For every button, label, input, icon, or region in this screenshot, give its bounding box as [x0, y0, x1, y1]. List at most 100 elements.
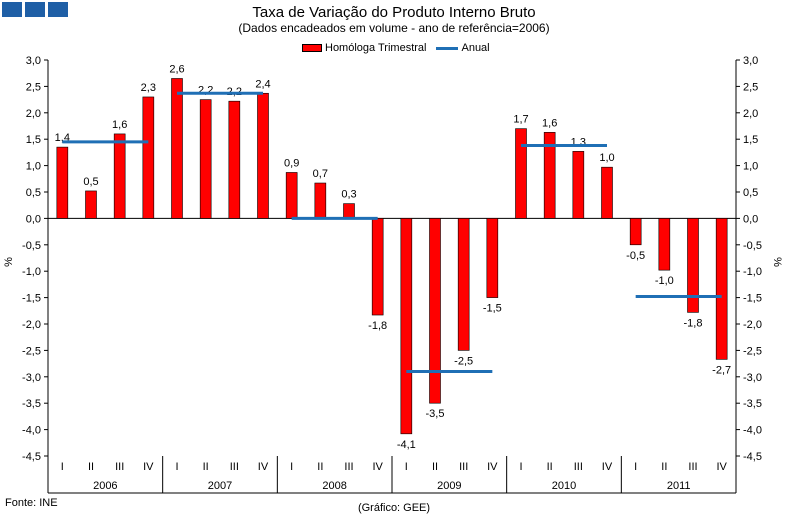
quarter-label: I: [519, 461, 522, 473]
quarter-label: II: [547, 461, 553, 473]
y-tick-label-right: -1,0: [743, 266, 762, 278]
y-tick-label-left: 0,5: [26, 187, 41, 199]
bar: [715, 218, 728, 360]
y-tick-label-left: -3,0: [22, 372, 41, 384]
data-label: 1,6: [112, 119, 127, 131]
bar: [314, 182, 327, 219]
quarter-label: II: [88, 461, 94, 473]
logo-square: [25, 2, 45, 17]
legend-bar-swatch: [302, 44, 322, 52]
quarter-label: III: [459, 461, 468, 473]
source-note: Fonte: INE: [5, 497, 58, 509]
bar: [257, 92, 269, 219]
chart-subtitle: (Dados encadeados em volume - ano de ref…: [238, 21, 550, 35]
y-tick-label-left: -4,0: [22, 425, 41, 437]
bar: [572, 151, 585, 219]
bar: [171, 78, 183, 219]
year-label: 2009: [437, 480, 461, 492]
y-tick-label-right: 1,5: [743, 134, 758, 146]
quarter-label: III: [344, 461, 353, 473]
quarter-label: IV: [602, 461, 613, 473]
bar: [85, 190, 97, 219]
credit-note: (Gráfico: GEE): [357, 502, 431, 514]
quarter-label: IV: [258, 461, 269, 473]
data-label: 2,6: [169, 63, 184, 75]
data-label: 0,7: [313, 168, 328, 180]
y-tick-label-left: 3,0: [26, 55, 41, 67]
bar: [429, 218, 441, 404]
y-tick-label-right: -0,5: [743, 240, 762, 252]
quarter-label: I: [175, 461, 178, 473]
year-label: 2010: [552, 480, 576, 492]
bar: [629, 218, 642, 246]
quarter-label: II: [661, 461, 667, 473]
bar: [400, 218, 413, 435]
y-tick-label-left: 2,0: [26, 108, 41, 120]
y-tick-label-right: 0,5: [743, 187, 758, 199]
quarter-label: II: [432, 461, 438, 473]
quarter-label: I: [634, 461, 637, 473]
data-label: 1,0: [599, 152, 614, 164]
y-tick-label-right: -3,0: [743, 372, 762, 384]
y-tick-label-left: -3,5: [22, 398, 41, 410]
data-label: -1,5: [483, 303, 502, 315]
quarter-label: III: [574, 461, 583, 473]
data-label: -2,7: [712, 364, 731, 376]
data-label: 2,3: [141, 82, 156, 94]
quarter-label: II: [317, 461, 323, 473]
y-tick-label-left: 1,5: [26, 134, 41, 146]
y-tick-label-right: -2,5: [743, 345, 762, 357]
y-axis-title-left: %: [3, 257, 15, 267]
data-label: 0,3: [341, 189, 356, 201]
quarter-label: I: [290, 461, 293, 473]
bar: [228, 100, 241, 219]
year-label: 2007: [208, 480, 232, 492]
logo-square: [2, 2, 22, 17]
quarter-label: III: [688, 461, 697, 473]
data-label: 0,9: [284, 157, 299, 169]
bar: [687, 218, 699, 313]
data-label: 1,6: [542, 117, 557, 129]
data-label: 2,4: [255, 78, 270, 90]
year-label: 2006: [93, 480, 117, 492]
y-tick-label-left: -2,0: [22, 319, 41, 331]
chart-title: Taxa de Variação do Produto Interno Brut…: [252, 4, 536, 21]
bar: [457, 218, 470, 351]
legend-label-bar: Homóloga Trimestral: [325, 42, 427, 54]
legend-line-swatch: [436, 46, 459, 50]
bar: [371, 218, 384, 316]
bar: [515, 128, 527, 219]
bar: [285, 172, 298, 219]
data-label: -3,5: [426, 408, 445, 420]
logo: [2, 2, 68, 17]
y-tick-label-right: 2,5: [743, 81, 758, 93]
bar: [658, 218, 671, 271]
data-label: -1,0: [655, 275, 674, 287]
bar: [543, 132, 556, 219]
data-label: -2,5: [454, 355, 473, 367]
bar: [113, 133, 126, 219]
y-tick-label-left: -1,5: [22, 293, 41, 305]
year-label: 2011: [667, 480, 691, 492]
logo-square: [48, 2, 68, 17]
bar: [142, 96, 155, 219]
y-tick-label-right: 0,0: [743, 213, 758, 225]
year-label: 2008: [322, 480, 346, 492]
y-tick-label-left: -2,5: [22, 345, 41, 357]
y-tick-label-right: -4,5: [743, 451, 762, 463]
quarter-label: IV: [487, 461, 498, 473]
quarter-label: IV: [716, 461, 727, 473]
quarter-label: III: [115, 461, 124, 473]
bar: [486, 218, 499, 298]
data-label: -1,8: [368, 320, 387, 332]
data-label: 2,2: [198, 85, 213, 97]
y-tick-label-right: -2,0: [743, 319, 762, 331]
data-label: -4,1: [397, 439, 416, 451]
y-tick-label-left: 2,5: [26, 81, 41, 93]
quarter-label: IV: [372, 461, 383, 473]
legend-label-line: Anual: [461, 42, 490, 54]
quarter-label: I: [405, 461, 408, 473]
y-tick-label-right: 3,0: [743, 55, 758, 67]
y-tick-label-left: 1,0: [26, 161, 41, 173]
